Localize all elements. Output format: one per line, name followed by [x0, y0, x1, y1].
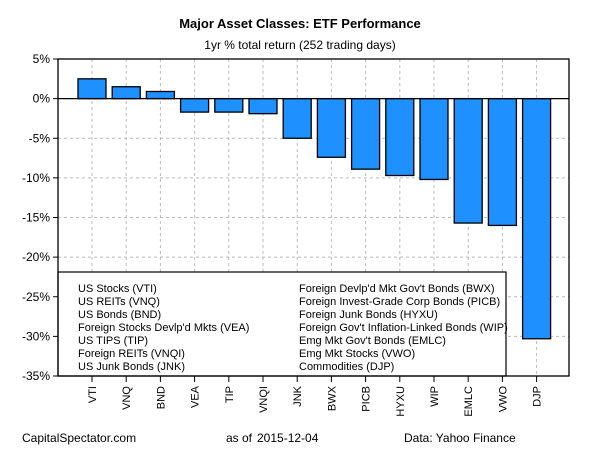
legend-entry: Foreign Devlp'd Mkt Gov't Bonds (BWX) — [299, 283, 495, 295]
legend-entry: US Bonds (BND) — [78, 309, 161, 321]
bar-hyxu — [385, 97, 415, 177]
bars — [77, 78, 552, 340]
legend-entry: US REITs (VNQ) — [78, 296, 160, 308]
y-tick-label: -15% — [22, 211, 50, 225]
legend-entry: Foreign Junk Bonds (HYXU) — [299, 309, 438, 321]
bar-vnqi — [248, 97, 278, 115]
legend-entry: Emg Mkt Gov't Bonds (EMLC) — [299, 335, 446, 347]
x-axis: VTI VNQ BND VEA TIP VNQI JNK BWX PICB HYXU WIP EMLC… — [87, 376, 544, 417]
bar-vea — [179, 97, 210, 113]
x-tick-label-hyxu: HYXU — [395, 386, 407, 417]
legend-entry: Commodities (DJP) — [299, 361, 394, 373]
bar-emlc — [453, 97, 483, 224]
y-tick-label: -5% — [29, 131, 51, 145]
chart-subtitle: 1yr % total return (252 trading days) — [204, 38, 395, 52]
y-tick-label: 0% — [33, 92, 51, 106]
bar-wip — [419, 97, 449, 181]
legend-entry: Foreign REITs (VNQI) — [78, 348, 185, 360]
x-tick-label-djp: DJP — [532, 386, 544, 407]
y-axis: 5% 0% -5% -10% -15% -20% -25% -30% -35% — [22, 52, 58, 383]
x-tick-label-picb: PICB — [361, 386, 373, 412]
x-tick-label-vwo: VWO — [497, 386, 509, 413]
legend-box — [57, 271, 507, 377]
legend-entry: Emg Mkt Stocks (VWO) — [299, 348, 415, 360]
x-tick-label-jnk: JNK — [292, 385, 304, 406]
bar-vwo — [487, 97, 518, 227]
bar-jnk — [282, 97, 312, 139]
x-tick-label-vnq: VNQ — [121, 386, 133, 410]
x-tick-label-vnqi: VNQI — [258, 386, 270, 413]
bar-djp — [521, 97, 552, 340]
x-tick-label-emlc: EMLC — [463, 386, 475, 417]
bar-tip — [214, 97, 244, 113]
footer-source-site: CapitalSpectator.com — [22, 431, 136, 445]
x-tick-label-wip: WIP — [429, 386, 441, 407]
bar-vti — [77, 78, 107, 100]
footer-as-of-date: 2015-12-04 — [257, 431, 319, 445]
legend-entry: Foreign Stocks Devlp'd Mkts (VEA) — [78, 322, 249, 334]
chart-title: Major Asset Classes: ETF Performance — [179, 16, 421, 31]
x-tick-label-tip: TIP — [224, 386, 236, 403]
legend-entry: US Stocks (VTI) — [78, 283, 157, 295]
legend-entry: US TIPS (TIP) — [78, 335, 148, 347]
bar-bwx — [316, 97, 347, 158]
bar-bnd — [145, 90, 176, 100]
legend-entry: US Junk Bonds (JNK) — [78, 361, 185, 373]
footer-as-of-label: as of — [226, 431, 253, 445]
y-tick-label: 5% — [33, 52, 51, 66]
footer-data-source: Data: Yahoo Finance — [404, 431, 516, 445]
y-tick-label: -20% — [22, 250, 50, 264]
y-tick-label: -25% — [22, 290, 50, 304]
y-tick-label: -35% — [22, 369, 50, 383]
y-tick-label: -30% — [22, 329, 50, 343]
x-tick-label-bnd: BND — [155, 386, 167, 409]
legend: US Stocks (VTI)US REITs (VNQ)US Bonds (B… — [57, 271, 508, 377]
bar-picb — [350, 97, 381, 170]
y-tick-label: -10% — [22, 171, 50, 185]
legend-entry: Foreign Gov't Inflation-Linked Bonds (WI… — [299, 322, 508, 334]
bar-vnq — [111, 86, 141, 100]
x-tick-label-vti: VTI — [87, 386, 99, 403]
x-tick-label-bwx: BWX — [326, 385, 338, 411]
legend-entry: Foreign Invest-Grade Corp Bonds (PICB) — [299, 296, 500, 308]
x-tick-label-vea: VEA — [190, 385, 202, 408]
